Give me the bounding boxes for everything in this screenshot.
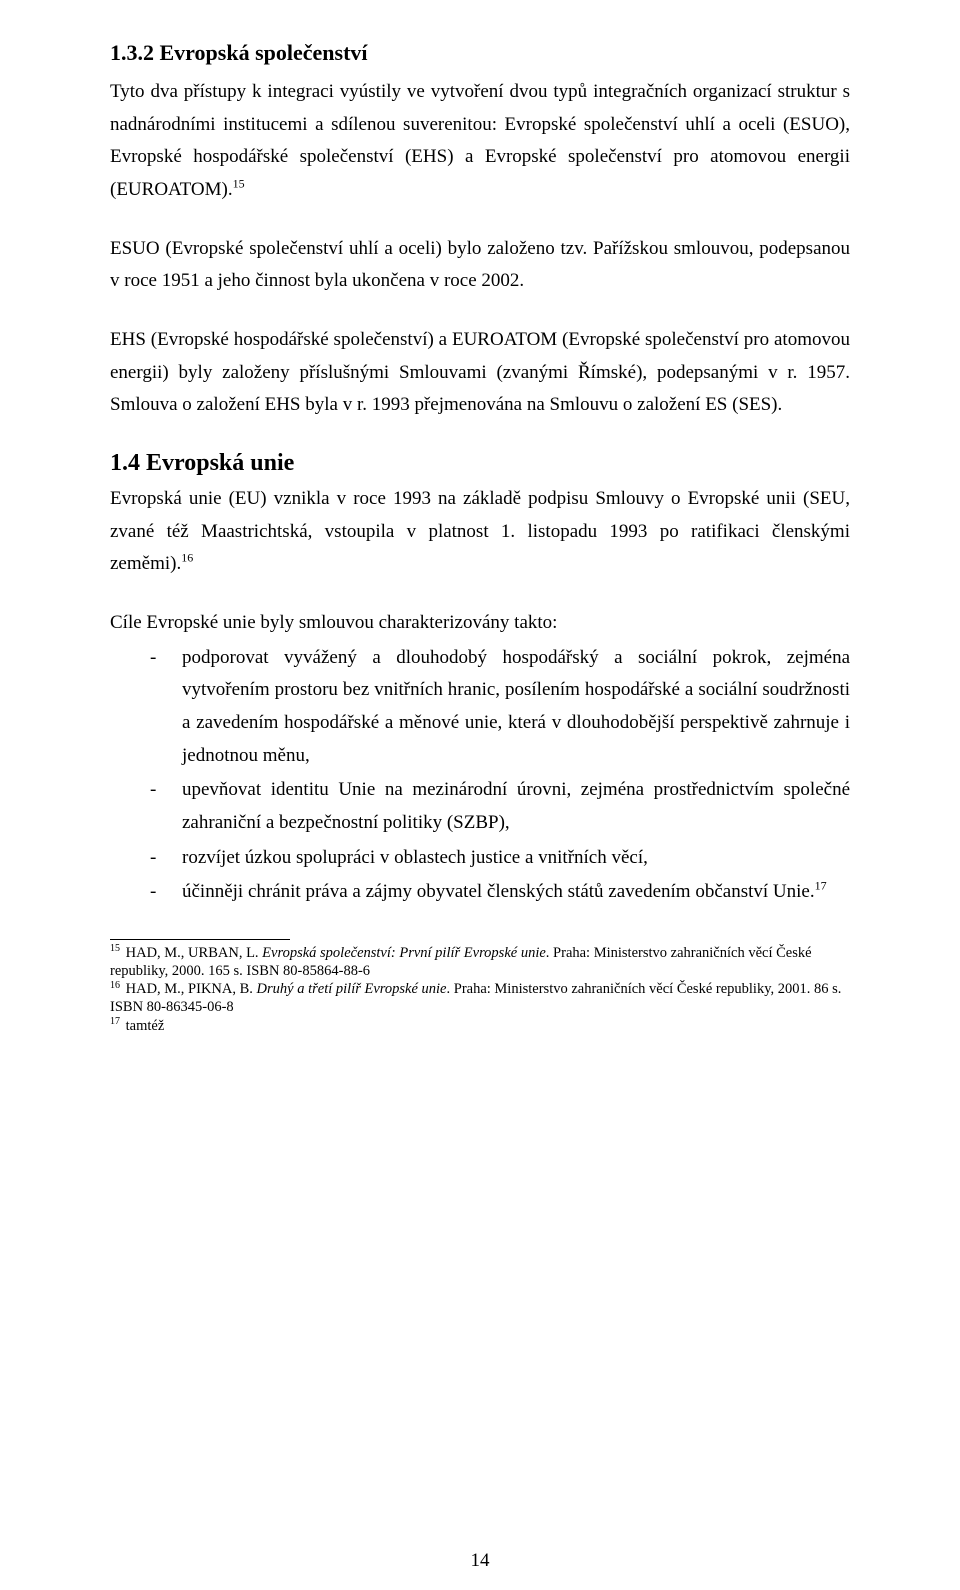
footnote-number: 16 [110, 980, 120, 991]
footnote-15: 15 HAD, M., URBAN, L. Evropská společens… [110, 944, 850, 980]
goals-list: podporovat vyvážený a dlouhodobý hospodá… [110, 642, 850, 909]
footnote-ref-16: 16 [181, 551, 193, 565]
footnote-17: 17 tamtéž [110, 1017, 850, 1035]
text: účinněji chránit práva a zájmy obyvatel … [182, 881, 815, 902]
document-page: 1.3.2 Evropská společenství Tyto dva pří… [0, 0, 960, 1590]
heading-1-3-2: 1.3.2 Evropská společenství [110, 40, 850, 66]
paragraph-132-3: EHS (Evropské hospodářské společenství) … [110, 324, 850, 422]
paragraph-132-1: Tyto dva přístupy k integraci vyústily v… [110, 76, 850, 207]
paragraph-14-1: Evropská unie (EU) vznikla v roce 1993 n… [110, 483, 850, 581]
heading-1-4: 1.4 Evropská unie [110, 450, 850, 477]
footnote-number: 15 [110, 943, 120, 954]
footnote-ref-15: 15 [233, 177, 245, 191]
footnote-ref-17: 17 [815, 879, 827, 893]
footnote-title: Druhý a třetí pilíř Evropské unie [257, 981, 447, 997]
footnote-text: HAD, M., PIKNA, B. [122, 981, 257, 997]
list-item: podporovat vyvážený a dlouhodobý hospodá… [150, 642, 850, 773]
footnote-number: 17 [110, 1016, 120, 1027]
footnote-16: 16 HAD, M., PIKNA, B. Druhý a třetí pilí… [110, 980, 850, 1016]
list-item: rozvíjet úzkou spolupráci v oblastech ju… [150, 842, 850, 875]
text: Evropská unie (EU) vznikla v roce 1993 n… [110, 488, 850, 574]
footnote-text: HAD, M., URBAN, L. [122, 945, 262, 961]
list-intro: Cíle Evropské unie byly smlouvou charakt… [110, 607, 850, 640]
page-number: 14 [0, 1550, 960, 1572]
footnote-separator [110, 939, 290, 940]
paragraph-132-2: ESUO (Evropské společenství uhlí a oceli… [110, 233, 850, 298]
list-item: účinněji chránit práva a zájmy obyvatel … [150, 876, 850, 909]
footnote-title: Evropská společenství: První pilíř Evrop… [262, 945, 546, 961]
text: Tyto dva přístupy k integraci vyústily v… [110, 81, 850, 200]
footnote-text: tamtéž [122, 1018, 164, 1034]
list-item: upevňovat identitu Unie na mezinárodní ú… [150, 774, 850, 839]
